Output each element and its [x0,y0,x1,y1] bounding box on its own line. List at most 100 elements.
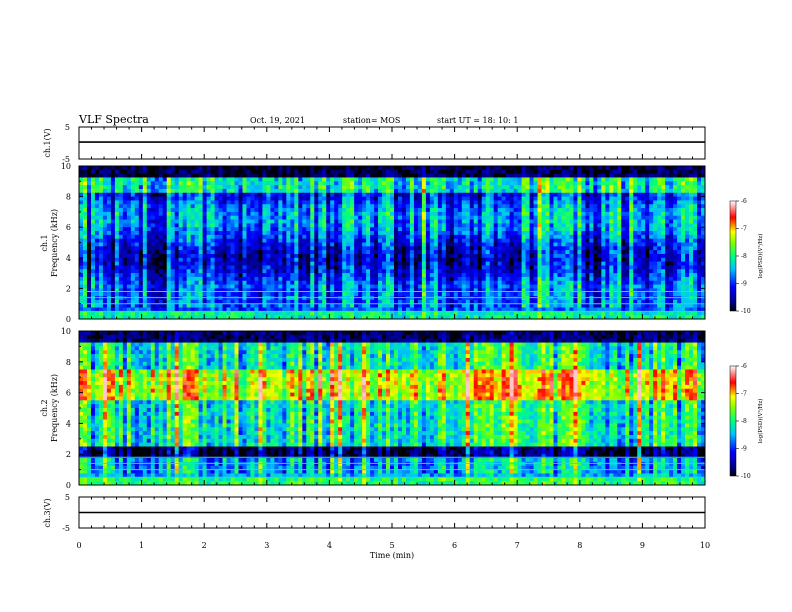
spectrogram-cell [509,192,515,198]
spectrogram-cell [449,204,455,209]
spectrogram-cell [230,269,235,274]
spectrogram-cell [417,223,423,228]
spectrogram-cell [146,227,152,232]
spectrogram-cell [577,253,582,259]
spectrogram-cell [593,169,598,175]
spectrogram-cell [130,276,136,282]
spectrogram-cell [222,284,227,289]
spectrogram-cell [701,188,705,194]
spectrogram-cell [573,166,578,171]
spectrogram-cell [146,196,152,201]
spectrogram-cell [493,265,499,270]
spectrogram-cell [445,269,451,274]
spectrogram-cell [174,173,180,178]
spectrogram-cell [226,166,231,171]
spectrogram-cell [382,280,387,285]
spectrogram-cell [585,246,590,251]
spectrogram-cell [362,238,367,243]
spectrogram-cell [338,188,343,194]
spectrogram-cell [633,265,638,270]
spectrogram-cell [657,223,662,228]
spectrogram-cell [358,192,363,198]
spectrogram-cell [549,211,554,217]
spectrogram-cell [102,192,108,198]
spectrogram-cell [286,242,291,247]
spectrogram-cell [641,250,646,255]
spectrogram-cell [589,192,594,198]
spectrogram-cell [409,242,415,247]
spectrogram-cell [541,215,546,220]
spectrogram-cell [286,181,291,186]
spectrogram-cell [673,204,678,209]
spectrogram-cell [266,250,271,255]
spectrogram-cell [465,211,471,217]
spectrogram-cell [577,261,582,266]
spectrogram-cell [465,242,471,247]
spectrogram-cell [282,253,287,259]
spectrogram-cell [302,204,307,209]
spectrogram-cell [501,242,507,247]
spectrogram-cell [286,215,291,220]
spectrogram-cell [326,223,331,228]
spectrogram-cell [469,246,475,251]
spectrogram-cell [685,231,690,236]
spectrogram-cell [701,253,705,259]
spectrogram-cell [545,273,550,278]
spectrogram-cell [401,257,407,263]
spectrogram-cell [613,200,618,205]
spectrogram-cell [202,227,207,232]
spectrogram-cell [545,173,550,178]
spectrogram-cell [473,276,479,282]
spectrogram-cell [270,169,275,175]
spectrogram-cell [362,234,367,240]
spectrogram-cell [541,169,546,175]
spectrogram-cell [665,215,670,220]
spectrogram-cell [425,223,431,228]
spectrogram-cell [565,227,570,232]
spectrogram-cell [573,215,578,220]
spectrogram-cell [613,181,618,186]
spectrogram-cell [230,227,235,232]
spectrogram-cell [154,231,160,236]
spectrogram-cell [354,269,359,274]
spectrogram-cell [501,196,507,201]
spectrogram-cell [585,177,590,182]
spectrogram-cell [382,253,387,259]
spectrogram-cell [79,188,84,194]
spectrogram-cell [489,276,495,282]
spectrogram-cell [497,238,503,243]
spectrogram-cell [545,257,550,263]
spectrogram-cell [493,284,499,289]
spectrogram-cell [314,261,319,266]
spectrogram-cell [334,242,339,247]
spectrogram-cell [477,181,483,186]
spectrogram-cell [234,192,239,198]
spectrogram-cell [657,166,662,171]
spectrogram-cell [517,192,522,198]
spectrogram-cell [294,246,299,251]
spectrogram-cell [246,242,251,247]
spectrogram-cell [513,188,518,194]
spectrogram-cell [637,257,642,263]
spectrogram-cell [154,257,160,263]
spectrogram-cell [601,166,606,171]
spectrogram-cell [557,215,562,220]
spectrogram-cell [677,227,682,232]
spectrogram-cell [354,273,359,278]
spectrogram-cell [701,166,705,171]
spectrogram-cell [457,265,463,270]
spectrogram-cell [605,200,610,205]
spectrogram-cell [138,215,144,220]
spectrogram-cell [386,166,391,171]
spectrogram-cell [354,177,359,182]
spectrogram-cell [134,211,140,217]
spectrogram-cell [354,227,359,232]
spectrogram-cell [98,273,104,278]
spectrogram-cell [146,173,152,178]
spectrogram-cell [649,219,654,224]
spectrogram-cell [342,242,347,247]
spectrogram-cell [130,177,136,182]
spectrogram-cell [222,173,227,178]
spectrogram-cell [194,166,200,171]
spectrogram-cell [549,261,554,266]
